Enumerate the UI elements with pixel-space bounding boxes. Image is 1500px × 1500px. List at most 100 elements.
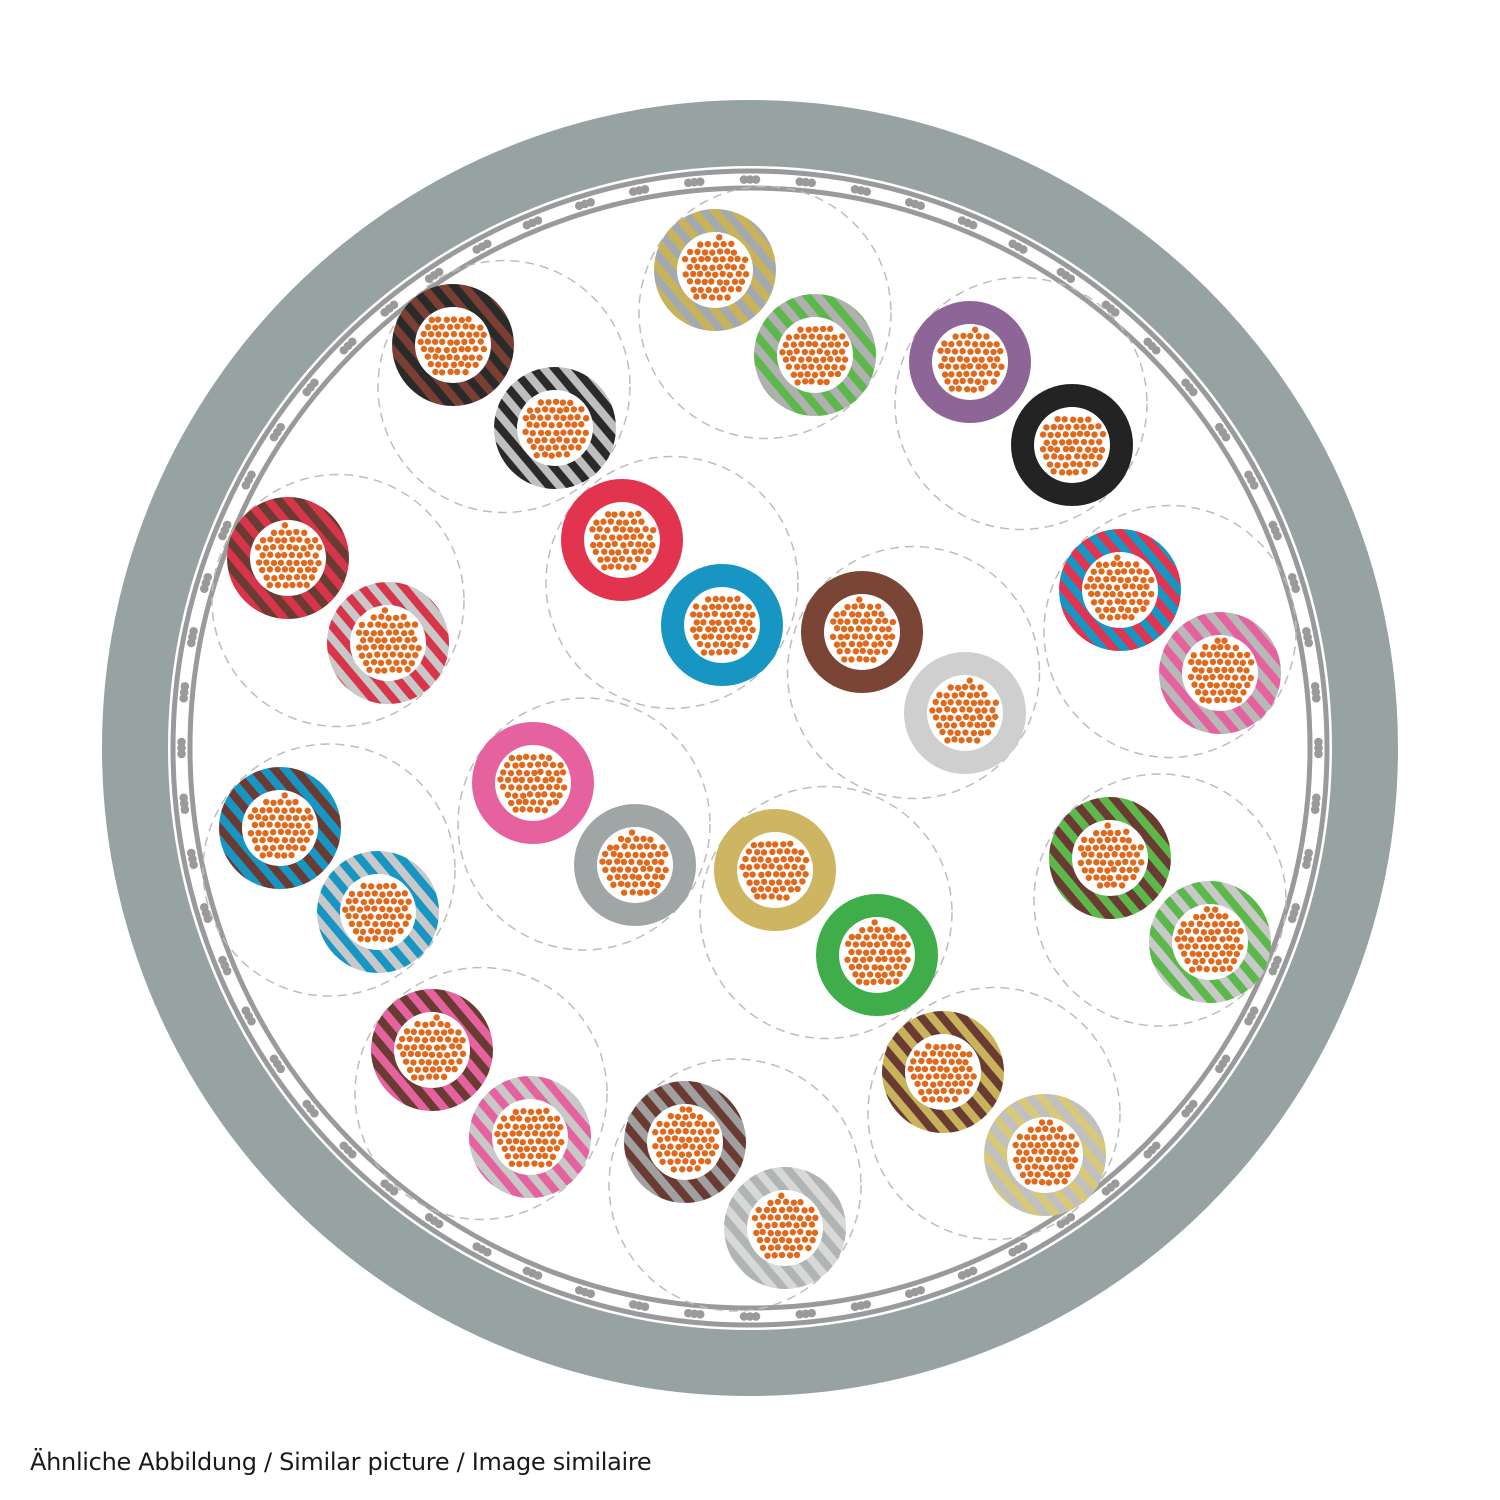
copper-strand — [1109, 606, 1116, 614]
copper-strand — [366, 666, 373, 673]
copper-strand — [941, 340, 948, 347]
copper-strand — [960, 363, 967, 370]
copper-strand — [553, 783, 561, 791]
copper-strand — [1088, 851, 1095, 858]
copper-strand — [799, 878, 806, 885]
copper-strand — [1050, 1155, 1057, 1163]
copper-strand — [429, 1020, 436, 1028]
copper-strand — [360, 898, 367, 906]
copper-strand — [1211, 966, 1219, 973]
wire-pair — [1033, 773, 1287, 1027]
copper-strand — [779, 1221, 786, 1229]
copper-strand — [689, 626, 697, 633]
wire — [469, 1076, 591, 1198]
copper-strand — [981, 691, 988, 698]
copper-strand — [270, 559, 278, 567]
copper-strand — [424, 353, 431, 360]
copper-strand — [403, 1028, 411, 1035]
copper-strand — [284, 828, 292, 836]
braid-dot — [389, 300, 399, 310]
copper-strand — [971, 341, 979, 348]
copper-strand — [447, 339, 454, 346]
copper-strand — [990, 362, 998, 369]
copper-strand — [963, 1087, 970, 1095]
copper-strand — [782, 1229, 789, 1237]
copper-strand — [453, 339, 461, 346]
copper-strand — [300, 559, 308, 567]
copper-strand — [1205, 697, 1213, 704]
copper-strand — [511, 792, 519, 799]
copper-strand — [1039, 1134, 1046, 1141]
copper-strand — [533, 421, 540, 429]
copper-strand — [534, 791, 542, 799]
copper-strand — [1119, 866, 1126, 874]
copper-strand — [723, 633, 731, 640]
copper-strand — [1120, 598, 1127, 606]
copper-strand — [1094, 590, 1101, 598]
copper-strand — [1099, 859, 1107, 866]
copper-strand — [679, 1106, 686, 1113]
copper-strand — [651, 888, 658, 895]
outer-jacket — [102, 100, 1398, 1396]
copper-strand — [778, 1192, 785, 1199]
copper-strand — [1184, 957, 1191, 965]
copper-strand — [1208, 912, 1215, 920]
copper-strand — [1092, 830, 1100, 837]
copper-strand — [527, 776, 534, 784]
copper-strand — [538, 444, 545, 452]
copper-strand — [472, 345, 479, 352]
copper-strand — [877, 964, 885, 971]
copper-strand — [694, 1165, 701, 1172]
copper-strand — [604, 555, 611, 563]
copper-strand — [534, 437, 541, 444]
copper-strand — [900, 963, 907, 971]
copper-strand — [393, 644, 400, 651]
copper-strand — [893, 934, 900, 941]
copper-strand — [515, 769, 523, 776]
copper-strand — [348, 920, 356, 928]
copper-strand — [812, 1214, 819, 1222]
copper-strand — [515, 798, 523, 806]
copper-strand — [1193, 913, 1200, 921]
copper-strand — [954, 729, 961, 737]
copper-strand — [1051, 439, 1058, 446]
copper-strand — [549, 1153, 557, 1161]
copper-strand — [667, 1112, 675, 1120]
copper-strand — [1207, 681, 1214, 689]
copper-strand — [355, 629, 363, 636]
braid-dot — [380, 1179, 390, 1188]
wire — [472, 722, 594, 844]
copper-strand — [610, 881, 617, 888]
copper-strand — [759, 1228, 766, 1236]
copper-strand — [974, 721, 981, 729]
copper-strand — [1177, 928, 1184, 935]
copper-strand — [679, 1166, 686, 1173]
copper-strand — [1199, 651, 1206, 658]
copper-strand — [921, 1065, 929, 1073]
pair-wrap-outline — [545, 455, 799, 710]
copper-strand — [698, 1157, 705, 1165]
copper-strand — [796, 1244, 804, 1251]
copper-strand — [745, 848, 753, 855]
copper-strand — [542, 777, 549, 784]
copper-strand — [1091, 446, 1099, 454]
copper-strand — [453, 354, 460, 361]
copper-strand — [947, 698, 954, 706]
copper-strand — [763, 1206, 771, 1214]
copper-strand — [1047, 445, 1054, 452]
copper-strand — [424, 338, 432, 345]
copper-strand — [844, 618, 851, 625]
copper-strand — [1043, 424, 1050, 431]
copper-strand — [881, 617, 889, 625]
copper-strand — [274, 821, 281, 829]
copper-strand — [600, 518, 607, 525]
copper-strand — [601, 564, 608, 571]
pair-wrap-outline — [1043, 504, 1297, 759]
copper-strand — [1214, 696, 1221, 704]
copper-strand — [1114, 598, 1121, 605]
copper-strand — [682, 1158, 689, 1165]
wire — [219, 767, 341, 889]
copper-strand — [523, 1160, 530, 1168]
braid-dot — [1215, 1064, 1224, 1074]
copper-strand — [505, 1138, 513, 1145]
